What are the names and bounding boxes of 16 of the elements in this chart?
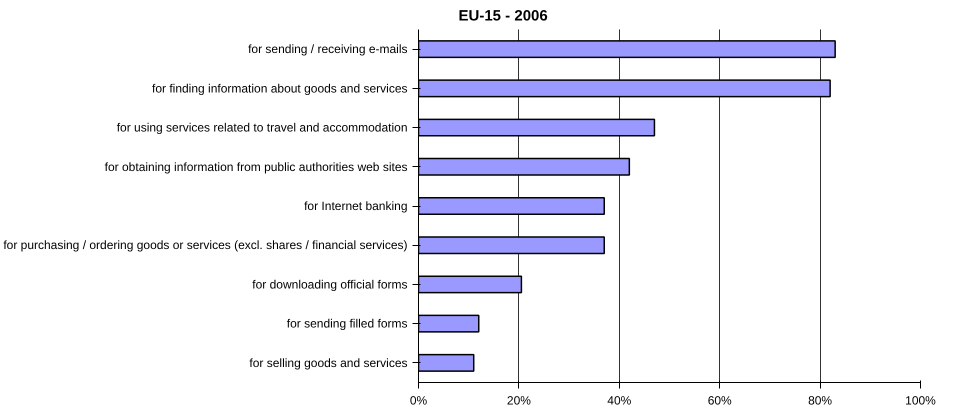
y-tick-label: for obtaining information from public authorities web sites: [104, 160, 408, 174]
chart-title: EU-15 - 2006: [458, 8, 548, 24]
x-tick-label: 60%: [708, 394, 732, 408]
x-tick-label: 80%: [808, 394, 832, 408]
y-tick-label: for Internet banking: [304, 199, 408, 213]
y-tick-label: for sending filled forms: [286, 316, 408, 331]
x-tick-label: 0%: [410, 394, 428, 408]
x-tick-label: 40%: [607, 394, 632, 408]
x-tick-label: 20%: [506, 394, 532, 408]
y-tick-label: for using services related to travel and accommodation: [116, 120, 408, 135]
y-tick-label: for sending / receiving e-mails: [248, 42, 408, 56]
y-tick-label: for finding information about goods and services: [152, 81, 408, 96]
y-tick-label: for selling goods and services: [249, 356, 408, 370]
x-tick-label: 100%: [905, 394, 936, 408]
y-tick-label: for purchasing / ordering goods or services (excl. shares / financial services): [3, 238, 408, 252]
y-tick-label: for downloading official forms: [252, 277, 408, 292]
